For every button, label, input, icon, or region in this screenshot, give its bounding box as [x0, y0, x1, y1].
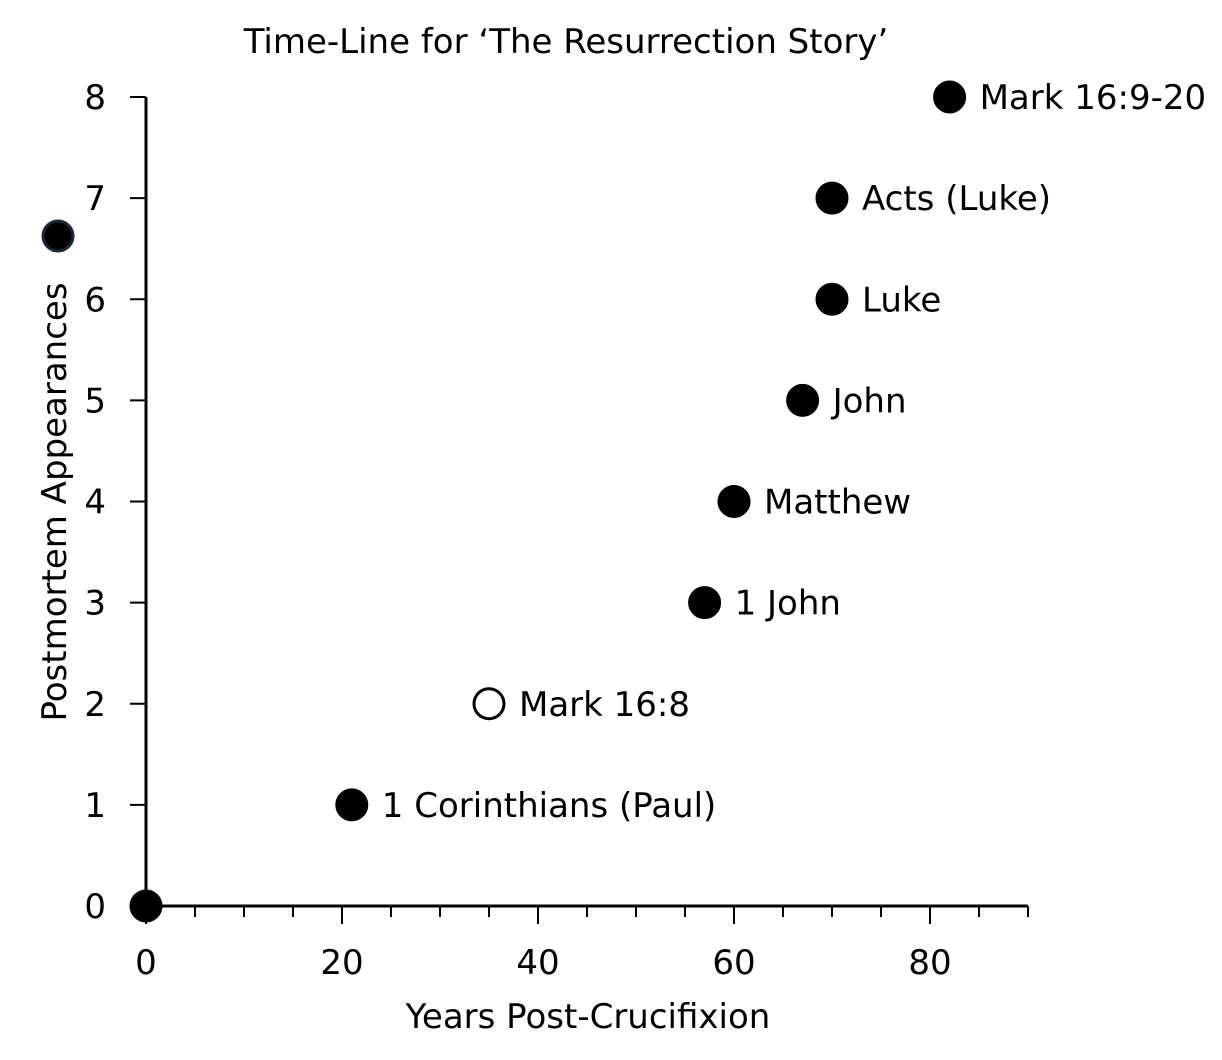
- data-point: [335, 788, 369, 822]
- x-tick-label: 80: [908, 943, 951, 983]
- data-point: [717, 485, 751, 518]
- data-point: [129, 889, 163, 923]
- y-tick-label: 2: [84, 685, 106, 725]
- data-label: 1 John: [735, 584, 841, 624]
- data-label: Mark 16:9-20: [980, 78, 1207, 118]
- data-point: [933, 80, 967, 114]
- y-tick-label: 4: [84, 483, 106, 523]
- y-tick-label: 3: [84, 584, 106, 624]
- y-tick-label: 0: [84, 887, 106, 927]
- x-axis-title: Years Post-Crucifixion: [405, 997, 771, 1037]
- y-tick-label: 1: [84, 786, 106, 826]
- data-point: [815, 181, 849, 215]
- x-tick-label: 40: [516, 943, 559, 983]
- y-tick-label: 6: [84, 280, 106, 320]
- x-tick-label: 20: [320, 943, 363, 983]
- y-tick-label: 8: [84, 78, 106, 118]
- data-label: 1 Corinthians (Paul): [382, 786, 717, 826]
- data-point: [688, 586, 722, 620]
- decorative-dot: [41, 219, 75, 253]
- x-tick-label: 60: [712, 943, 755, 983]
- data-label: Acts (Luke): [862, 179, 1051, 219]
- data-point: [472, 687, 506, 721]
- ticks: 0 20 40 60 80 0 1 2 3 4 5 6 7 8: [84, 78, 1029, 983]
- data-point: [815, 282, 849, 316]
- y-tick-label: 5: [84, 381, 106, 421]
- y-axis-title: Postmortem Appearances: [35, 282, 75, 721]
- data-label: Luke: [862, 280, 941, 320]
- data-point: [786, 383, 820, 417]
- chart-title: Time-Line for ‘The Resurrection Story’: [243, 22, 889, 62]
- data-label: Mark 16:8: [519, 685, 690, 725]
- x-tick-label: 0: [135, 943, 157, 983]
- y-tick-label: 7: [84, 179, 106, 219]
- data-points: 1 Corinthians (Paul) Mark 16:8 1 John Matth…: [129, 78, 1207, 923]
- data-label: John: [831, 381, 907, 421]
- data-label: Matthew: [764, 483, 911, 523]
